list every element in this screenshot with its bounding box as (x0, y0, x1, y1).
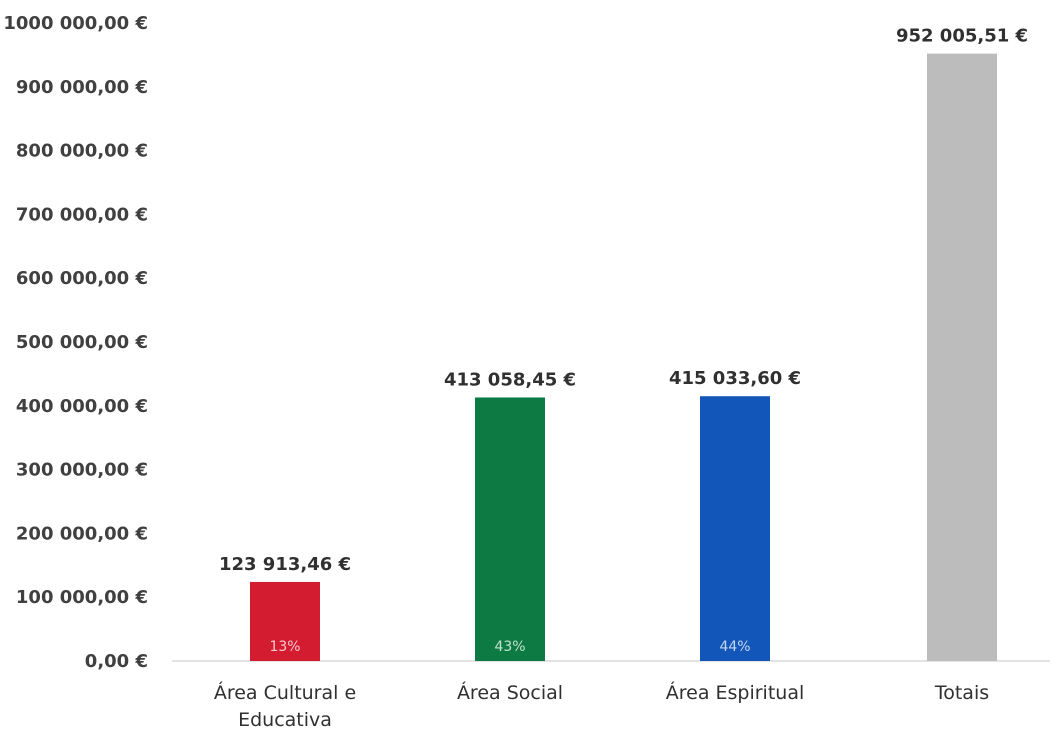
bar-percent-label: 13% (269, 639, 300, 655)
y-tick-label: 0,00 € (85, 651, 148, 672)
x-tick-label: Totais (934, 682, 989, 704)
bars: 123 913,46 € 13% 413 058,45 € 43% 415 033,60… (219, 26, 1028, 661)
bar (927, 53, 997, 661)
bar-percent-label: 44% (719, 639, 750, 655)
y-tick-label: 1000 000,00 € (3, 13, 148, 34)
bar-value-label: 415 033,60 € (669, 368, 801, 389)
x-tick-label: Área Espiritual (666, 681, 805, 704)
y-tick-label: 200 000,00 € (16, 523, 148, 544)
y-tick-label: 700 000,00 € (16, 204, 148, 225)
y-tick-label: 500 000,00 € (16, 332, 148, 353)
y-tick-label: 300 000,00 € (16, 460, 148, 481)
bar-value-label: 123 913,46 € (219, 554, 351, 575)
y-tick-label: 800 000,00 € (16, 141, 148, 162)
x-axis: Área Cultural e Educativa Área Social Área … (214, 681, 989, 729)
bar-value-label: 952 005,51 € (896, 26, 1028, 47)
y-tick-label: 900 000,00 € (16, 77, 148, 98)
bar (475, 397, 545, 661)
bar-percent-label: 43% (494, 639, 525, 655)
y-tick-label: 600 000,00 € (16, 268, 148, 289)
y-tick-label: 100 000,00 € (16, 587, 148, 608)
bar (700, 396, 770, 661)
x-tick-label: Área Social (457, 681, 563, 704)
y-axis: 0,00 € 100 000,00 € 200 000,00 € 300 000,00… (3, 13, 148, 672)
x-tick-label: Educativa (238, 709, 332, 729)
x-tick-label: Área Cultural e (214, 681, 356, 704)
bar-value-label: 413 058,45 € (444, 369, 576, 390)
bar (250, 581, 320, 661)
y-tick-label: 400 000,00 € (16, 396, 148, 417)
